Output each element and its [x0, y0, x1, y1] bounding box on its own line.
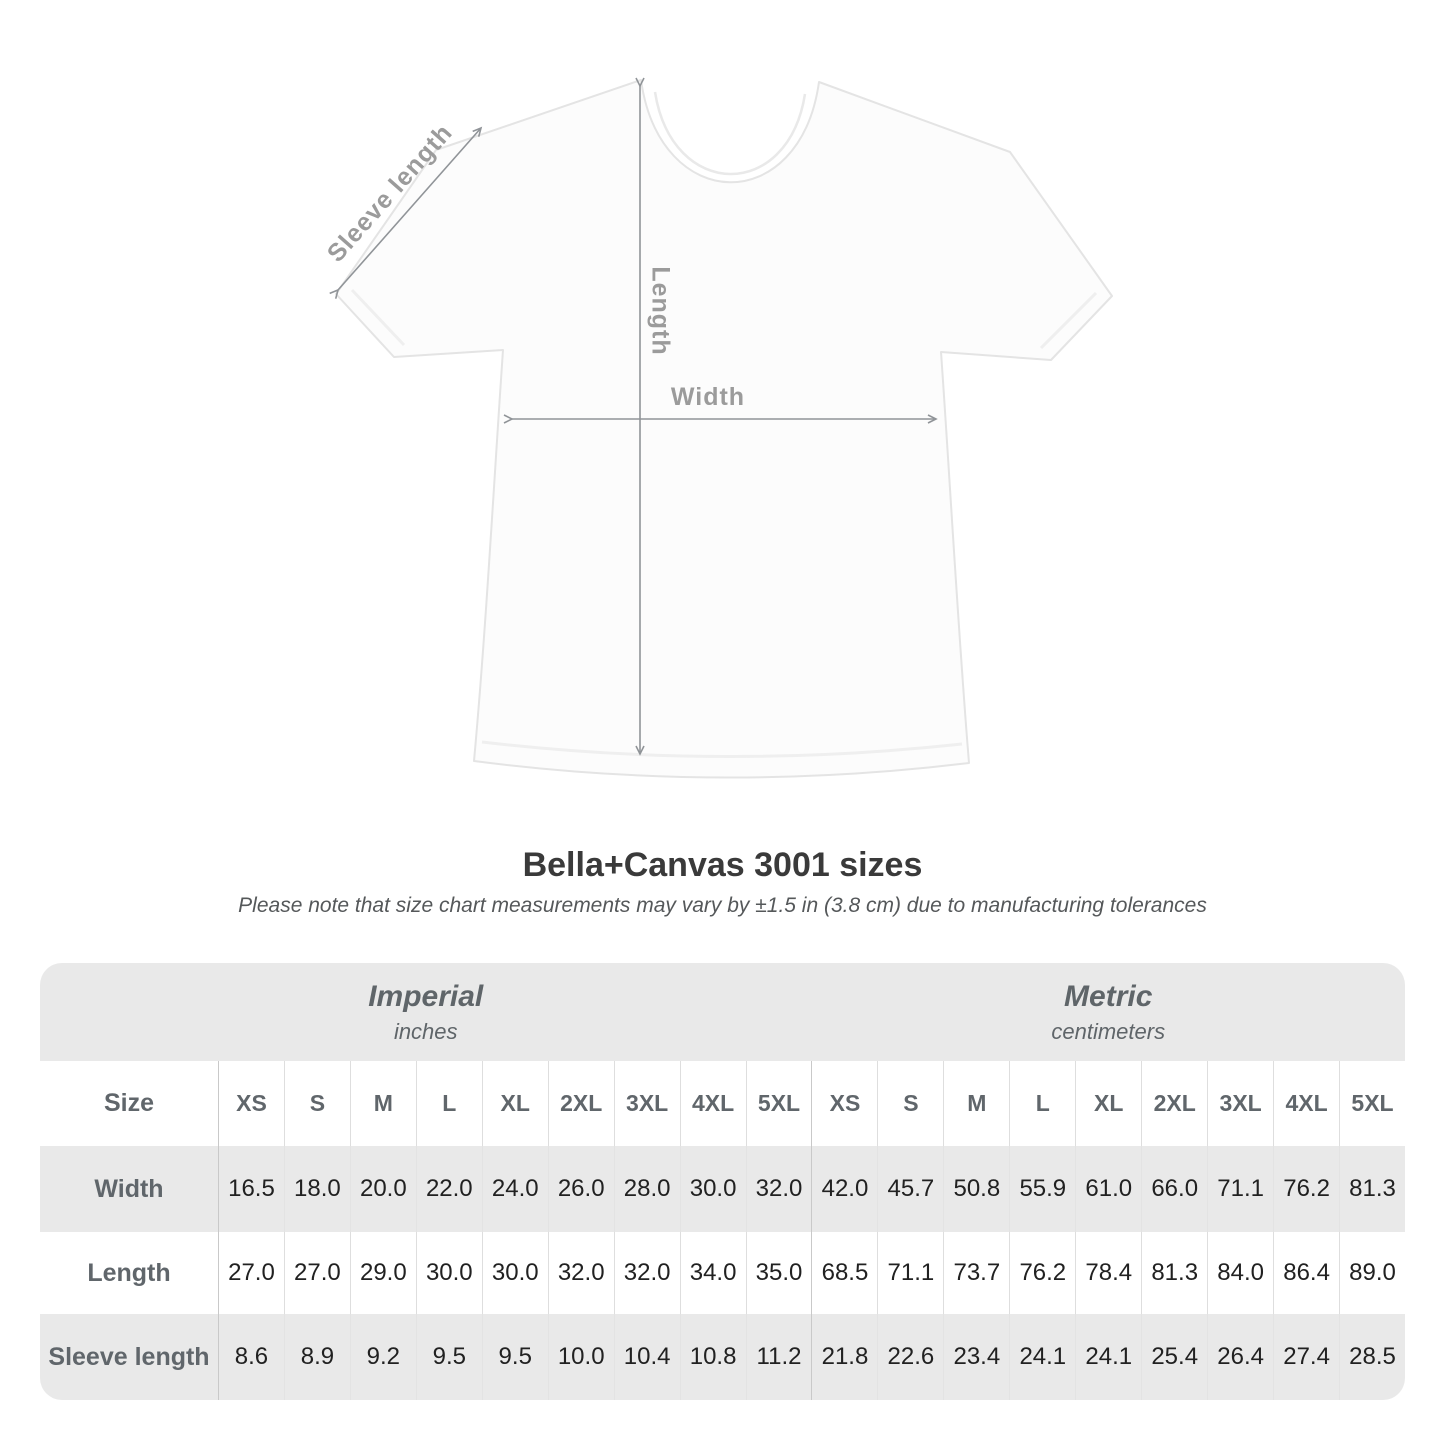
table-cell-metric: 68.5 [811, 1232, 878, 1314]
size-table: Imperial inches Metric centimeters Size X… [40, 963, 1405, 1400]
table-cell-metric: 84.0 [1207, 1232, 1274, 1314]
table-cell-imperial: 28.0 [613, 1146, 680, 1232]
size-header-metric-m: M [943, 1061, 1010, 1146]
table-cell-metric: 25.4 [1141, 1314, 1207, 1400]
table-cell-metric: 86.4 [1273, 1232, 1340, 1314]
table-cell-imperial: 24.0 [481, 1146, 548, 1232]
size-header-metric-4xl: 4XL [1273, 1061, 1340, 1146]
table-cell-metric: 71.1 [1207, 1146, 1273, 1232]
metric-label: Metric [1064, 979, 1153, 1013]
table-cell-imperial: 10.8 [679, 1314, 746, 1400]
right-cuff-seam [1039, 291, 1098, 350]
length-label: Length [646, 266, 674, 355]
table-cell-metric: 21.8 [811, 1314, 877, 1400]
tshirt-outline [335, 79, 1113, 779]
table-cell-imperial: 30.0 [481, 1232, 548, 1314]
table-cell-metric: 50.8 [943, 1146, 1009, 1232]
table-cell-imperial: 32.0 [547, 1232, 614, 1314]
table-cell-imperial: 29.0 [349, 1232, 416, 1314]
table-cell-metric: 66.0 [1141, 1146, 1207, 1232]
size-header-imperial-l: L [415, 1061, 482, 1146]
size-header-imperial-xs: XS [218, 1061, 284, 1146]
imperial-label: Imperial [368, 979, 484, 1013]
width-label: Width [671, 383, 745, 411]
table-cell-metric: 42.0 [811, 1146, 877, 1232]
size-header-imperial-3xl: 3XL [613, 1061, 680, 1146]
table-cell-metric: 89.0 [1339, 1232, 1405, 1314]
table-cell-imperial: 10.0 [547, 1314, 614, 1400]
table-cell-metric: 27.4 [1273, 1314, 1339, 1400]
table-cell-imperial: 26.0 [547, 1146, 614, 1232]
size-header-imperial-5xl: 5XL [745, 1061, 812, 1146]
table-cell-metric: 78.4 [1075, 1232, 1142, 1314]
table-cell-imperial: 32.0 [613, 1232, 680, 1314]
table-cell-imperial: 9.5 [415, 1314, 482, 1400]
table-cell-imperial: 11.2 [745, 1314, 812, 1400]
tshirt-diagram: Length Width Sleeve length [322, 77, 1113, 779]
table-cell-metric: 76.2 [1009, 1232, 1076, 1314]
size-header-metric-s: S [877, 1061, 944, 1146]
imperial-unit: inches [393, 1018, 458, 1044]
table-cell-metric: 55.9 [1009, 1146, 1075, 1232]
table-cell-imperial: 35.0 [745, 1232, 812, 1314]
table-cell-imperial: 18.0 [283, 1146, 350, 1232]
table-cell-metric: 24.1 [1009, 1314, 1075, 1400]
table-cell-imperial: 8.6 [218, 1314, 284, 1400]
table-cell-imperial: 10.4 [613, 1314, 680, 1400]
table-cell-metric: 24.1 [1075, 1314, 1141, 1400]
table-cell-metric: 28.5 [1339, 1314, 1405, 1400]
size-header-metric-xl: XL [1075, 1061, 1142, 1146]
row-label: Width [94, 1174, 164, 1203]
table-cell-imperial: 16.5 [218, 1146, 284, 1232]
hem-seam [481, 740, 963, 758]
size-header-metric-5xl: 5XL [1339, 1061, 1405, 1146]
size-header-imperial-s: S [283, 1061, 350, 1146]
table-cell-imperial: 34.0 [679, 1232, 746, 1314]
table-cell-metric: 73.7 [943, 1232, 1010, 1314]
size-header-imperial-4xl: 4XL [679, 1061, 746, 1146]
table-cell-imperial: 22.0 [415, 1146, 482, 1232]
size-header-imperial-2xl: 2XL [547, 1061, 614, 1146]
table-cell-imperial: 27.0 [283, 1232, 350, 1314]
collar-seam [653, 91, 807, 176]
table-cell-metric: 81.3 [1339, 1146, 1405, 1232]
table-cell-imperial: 30.0 [415, 1232, 482, 1314]
table-cell-imperial: 9.2 [349, 1314, 416, 1400]
table-cell-imperial: 32.0 [745, 1146, 812, 1232]
size-header-metric-xs: XS [811, 1061, 878, 1146]
imperial-group-header: Imperial inches [40, 963, 811, 1061]
table-cell-metric: 61.0 [1075, 1146, 1141, 1232]
table-cell-imperial: 30.0 [679, 1146, 746, 1232]
table-cell-metric: 23.4 [943, 1314, 1009, 1400]
size-header-imperial-m: M [349, 1061, 416, 1146]
metric-unit: centimeters [1051, 1018, 1166, 1044]
size-header-metric-l: L [1009, 1061, 1076, 1146]
table-cell-imperial: 27.0 [218, 1232, 284, 1314]
table-cell-imperial: 8.9 [283, 1314, 350, 1400]
sleeve-length-arrow [329, 126, 483, 299]
table-cell-imperial: 9.5 [481, 1314, 548, 1400]
row-label: Length [40, 1232, 218, 1314]
table-cell-metric: 22.6 [877, 1314, 943, 1400]
tolerance-note: Please note that size chart measurements… [238, 894, 1207, 917]
left-cuff-seam [350, 288, 406, 347]
size-header-metric-3xl: 3XL [1207, 1061, 1274, 1146]
table-cell-metric: 81.3 [1141, 1232, 1208, 1314]
table-cell-metric: 76.2 [1273, 1146, 1339, 1232]
size-header-imperial-xl: XL [481, 1061, 548, 1146]
size-header-metric-2xl: 2XL [1141, 1061, 1208, 1146]
size-column-header: Size [40, 1061, 218, 1146]
row-label: Sleeve length [48, 1342, 210, 1371]
page-title: Bella+Canvas 3001 sizes [522, 846, 923, 884]
table-cell-metric: 26.4 [1207, 1314, 1273, 1400]
table-cell-metric: 45.7 [877, 1146, 943, 1232]
metric-group-header: Metric centimeters [811, 963, 1405, 1061]
table-cell-imperial: 20.0 [349, 1146, 416, 1232]
table-cell-metric: 71.1 [877, 1232, 944, 1314]
